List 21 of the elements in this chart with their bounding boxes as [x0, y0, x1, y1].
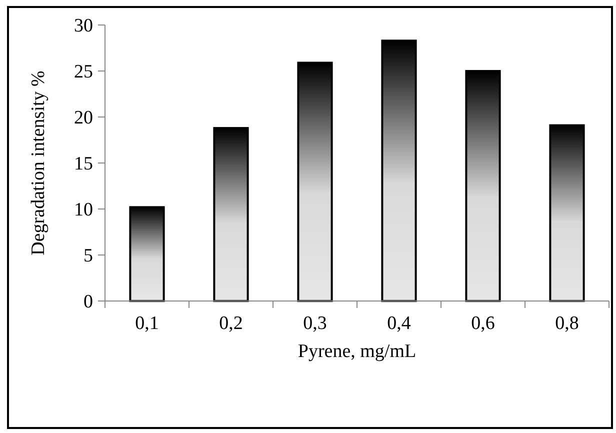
- y-tick-label: 30: [74, 16, 93, 37]
- bar: [549, 124, 585, 302]
- x-tick-label: 0,3: [303, 313, 327, 334]
- x-tick-label: 0,2: [219, 313, 243, 334]
- y-tick-label: 0: [84, 292, 93, 313]
- y-tick-label: 5: [84, 246, 93, 267]
- x-axis-title: Pyrene, mg/mL: [298, 341, 416, 362]
- x-tick-label: 0,8: [555, 313, 579, 334]
- bar: [465, 70, 501, 302]
- bar: [297, 62, 333, 302]
- y-tick-label: 15: [74, 154, 93, 175]
- y-tick-label: 10: [74, 200, 93, 221]
- x-tick-label: 0,4: [387, 313, 412, 334]
- y-axis-title: Degradation intensity %: [28, 70, 49, 256]
- x-tick-label: 0,1: [135, 313, 159, 334]
- y-tick-label: 20: [74, 108, 93, 129]
- y-tick-label: 25: [74, 62, 93, 83]
- x-tick-label: 0,6: [471, 313, 495, 334]
- bar: [129, 206, 165, 302]
- bar: [213, 127, 249, 302]
- bar: [381, 40, 417, 302]
